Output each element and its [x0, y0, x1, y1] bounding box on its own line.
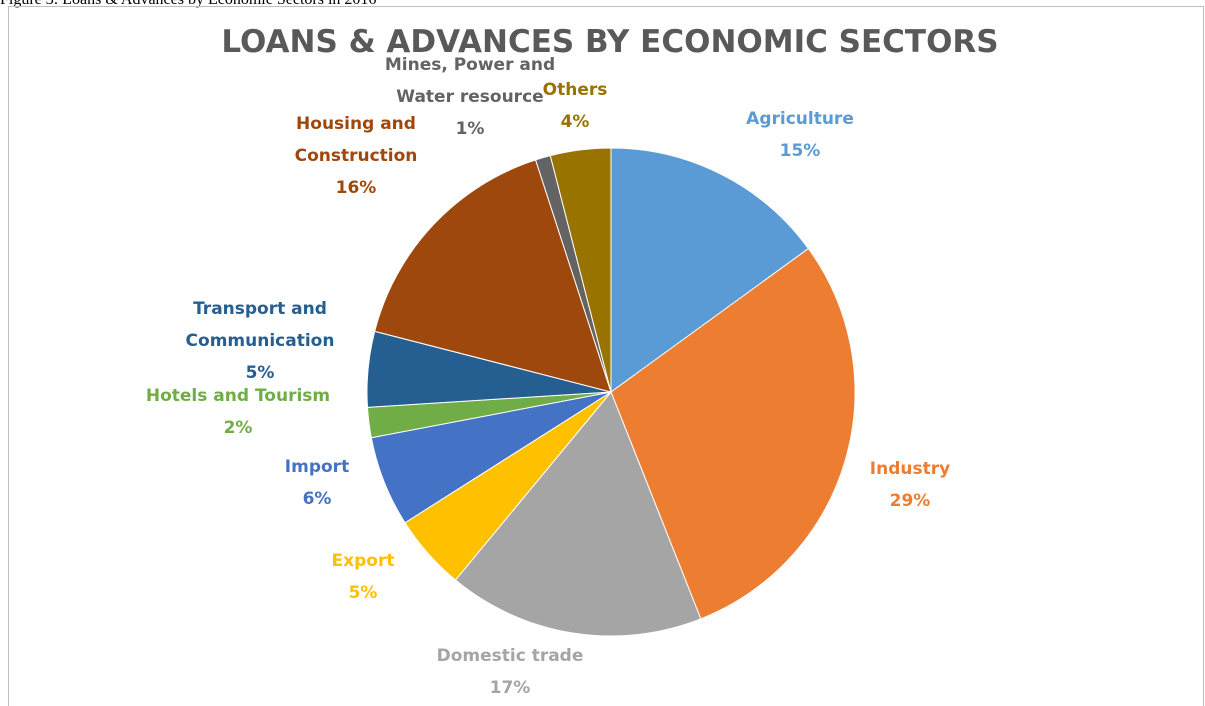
- slice-label-housing-and-construction: Housing and Construction 16%: [295, 114, 418, 198]
- figure-caption: Figure 3: Loans & Advances by Economic S…: [0, 0, 376, 9]
- pie-slice-industry: [610, 247, 856, 620]
- slice-label-mines-power-and-water-resource: Mines, Power and Water resource 1%: [385, 55, 555, 139]
- chart-frame: [8, 6, 1204, 706]
- pie-slice-housing-and-construction: [374, 159, 612, 393]
- slice-label-domestic-trade: Domestic trade 17%: [437, 646, 584, 698]
- slice-label-hotels-and-tourism: Hotels and Tourism 2%: [146, 386, 330, 438]
- slice-label-industry: Industry 29%: [870, 459, 950, 511]
- slice-label-others: Others 4%: [543, 80, 608, 132]
- chart-title: LOANS & ADVANCES BY ECONOMIC SECTORS: [221, 24, 998, 60]
- slice-label-export: Export 5%: [332, 551, 395, 603]
- pie-slice-domestic-trade: [454, 391, 702, 637]
- slice-label-transport-and-communication: Transport and Communication 5%: [186, 299, 335, 383]
- pie-slices: [366, 147, 856, 637]
- slice-label-agriculture: Agriculture 15%: [746, 109, 854, 161]
- pie-slice-agriculture: [610, 147, 810, 393]
- pie-slice-others: [549, 147, 612, 393]
- slice-labels: Agriculture 15% Industry 29% Domestic trade 1…: [146, 55, 950, 698]
- slice-label-import: Import 6%: [285, 457, 349, 509]
